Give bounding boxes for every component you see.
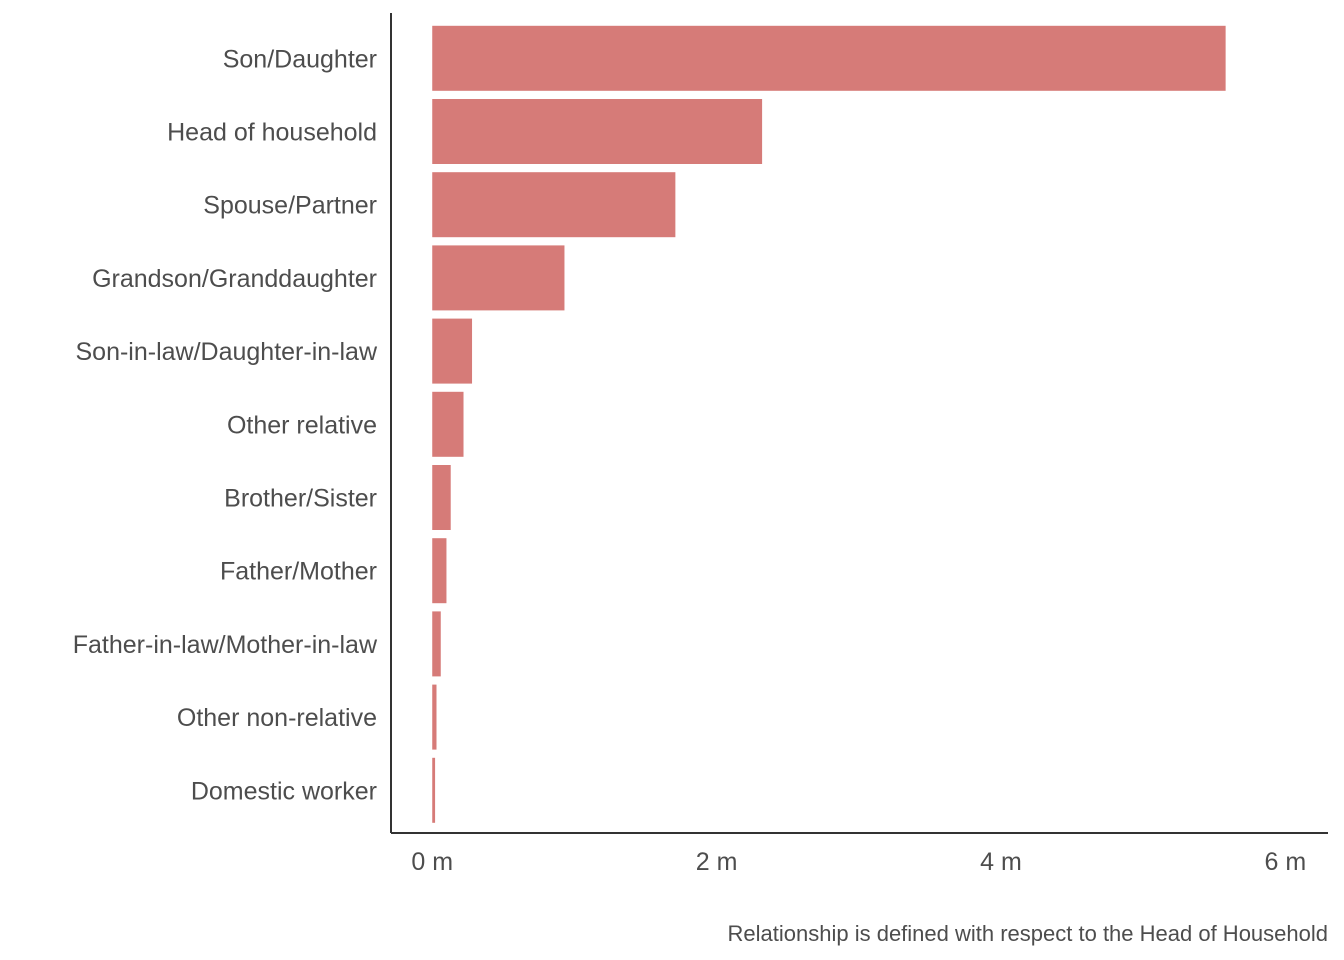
category-label: Other relative — [227, 411, 377, 439]
bar-other-relative — [432, 391, 464, 457]
bar-father-mother — [432, 538, 447, 604]
x-tick-label: 2 m — [696, 848, 738, 876]
bar-father-in-law-mother-in-law — [432, 611, 441, 677]
bar-domestic-worker — [432, 757, 436, 823]
category-label: Spouse/Partner — [203, 192, 377, 220]
category-label: Head of household — [167, 119, 377, 147]
category-label: Other non-relative — [177, 704, 377, 732]
category-label: Father/Mother — [220, 558, 377, 586]
bars-group — [432, 25, 1226, 823]
bar-grandson-granddaughter — [432, 245, 565, 311]
category-label: Son/Daughter — [223, 45, 377, 73]
bar-spouse-partner — [432, 172, 676, 238]
x-tick-label: 6 m — [1265, 848, 1307, 876]
x-tick-label: 4 m — [980, 848, 1022, 876]
x-tick-labels-group: 0 m 2 m 4 m 6 m — [411, 848, 1306, 876]
category-labels-group: Son/Daughter Head of household Spouse/Part… — [73, 45, 378, 805]
category-label: Father-in-law/Mother-in-law — [73, 631, 378, 659]
category-label: Son-in-law/Daughter-in-law — [75, 338, 377, 366]
bar-head-of-household — [432, 99, 763, 164]
x-tick-label: 0 m — [411, 848, 453, 876]
bar-brother-sister — [432, 465, 451, 530]
category-label: Domestic worker — [191, 777, 377, 805]
category-label: Brother/Sister — [224, 485, 377, 513]
chart-caption: Relationship is defined with respect to … — [728, 921, 1328, 946]
bar-other-non-relative — [432, 684, 437, 750]
bar-son-in-law-daughter-in-law — [432, 318, 473, 384]
category-label: Grandson/Granddaughter — [92, 265, 377, 293]
bar-son-daughter — [432, 25, 1226, 91]
